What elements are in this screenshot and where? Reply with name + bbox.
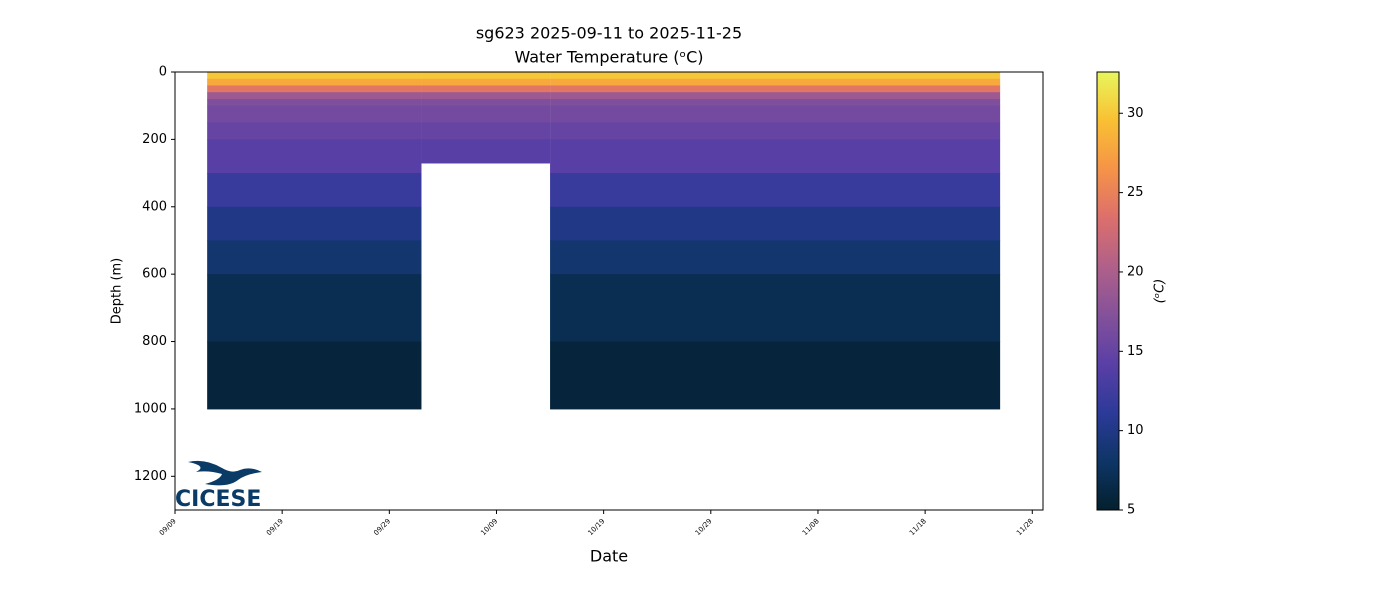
colorbar-tick-label: 10 (1127, 423, 1144, 438)
y-tick-label: 400 (142, 199, 167, 214)
section-cell (421, 98, 551, 107)
section-cell (207, 240, 422, 275)
section-cell (207, 206, 422, 241)
section-cell (421, 122, 551, 140)
x-tick-label: 09/29 (372, 517, 392, 537)
section-cell (550, 139, 1001, 174)
y-tick-label: 200 (142, 132, 167, 147)
section-cell (207, 173, 422, 208)
y-tick-label: 800 (142, 334, 167, 349)
y-tick-label: 0 (159, 65, 167, 80)
y-tick-label: 1200 (134, 469, 167, 484)
section-cell (421, 72, 551, 80)
section-cell (550, 341, 1001, 410)
section-cell (550, 122, 1001, 140)
section-cell (421, 105, 551, 124)
section-cell (421, 85, 551, 93)
x-tick-label: 10/19 (587, 517, 607, 537)
colorbar-tick-label: 25 (1127, 185, 1144, 200)
colorbar-tick-label: 20 (1127, 264, 1144, 279)
section-cell (550, 206, 1001, 241)
y-tick-label: 1000 (134, 401, 167, 416)
section-cell (207, 105, 422, 124)
x-tick-label: 10/29 (694, 517, 714, 537)
section-cell (550, 105, 1001, 124)
section-cell (207, 72, 422, 80)
section-cell (421, 92, 551, 100)
logo: CICESE (175, 460, 262, 512)
x-tick-label: 11/28 (1015, 517, 1035, 537)
colorbar-tick-label: 15 (1127, 344, 1144, 359)
section-cell (207, 98, 422, 107)
x-tick-label: 10/09 (479, 517, 499, 537)
plot-frame (174, 71, 1044, 511)
x-tick-label: 11/18 (908, 517, 928, 537)
section-cell (207, 139, 422, 174)
x-tick-label: 09/09 (158, 517, 178, 537)
section-cell (207, 85, 422, 93)
section-cell (550, 72, 1001, 80)
section-cell (550, 85, 1001, 93)
y-axis-label: Depth (m) (110, 258, 125, 325)
chart-subtitle: Water Temperature (ᵒC) (514, 48, 703, 67)
colorbar-label: (ᵒC) (1153, 279, 1168, 304)
section-cell (207, 78, 422, 86)
section-cell (207, 341, 422, 410)
section-cell (421, 139, 551, 164)
section-cell (550, 274, 1001, 343)
y-tick-label: 600 (142, 267, 167, 282)
section-cell (421, 78, 551, 86)
colorbar-tick-label: 30 (1127, 106, 1144, 121)
chart-title: sg623 2025-09-11 to 2025-11-25 (476, 24, 742, 43)
colorbar-tick-label: 5 (1127, 503, 1135, 518)
section-cell (207, 274, 422, 343)
x-tick-label: 11/08 (801, 517, 821, 537)
section-cell (550, 173, 1001, 208)
section-cell (550, 240, 1001, 275)
colorbar (1096, 71, 1120, 511)
x-tick-label: 09/19 (265, 517, 285, 537)
logo-bird (188, 460, 262, 486)
x-axis-label: Date (590, 547, 628, 566)
section-cell (550, 92, 1001, 100)
section-cell (550, 98, 1001, 107)
section-cell (207, 92, 422, 100)
section-cell (550, 78, 1001, 86)
logo-text: CICESE (175, 487, 261, 512)
section-cell (207, 122, 422, 140)
